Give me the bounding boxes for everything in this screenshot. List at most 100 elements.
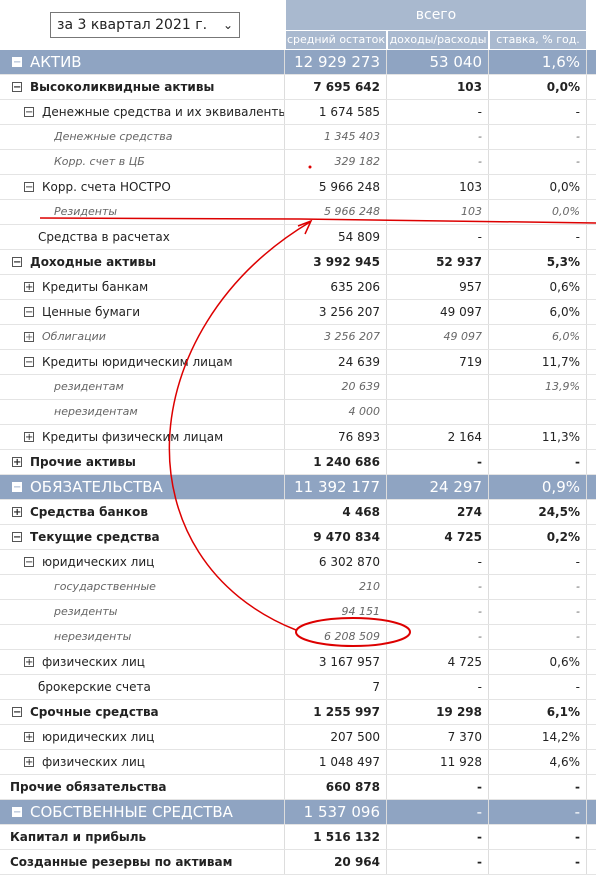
table-row: Капитал и прибыль 1 516 132- - bbox=[0, 825, 596, 850]
cell: 1 516 132 bbox=[284, 825, 386, 849]
cell: - bbox=[488, 675, 586, 699]
cell: 103 bbox=[386, 75, 488, 99]
cell: - bbox=[488, 150, 586, 174]
table-row: − ОБЯЗАТЕЛЬСТВА 11 392 177 24 297 0,9% bbox=[0, 475, 596, 500]
cell: 1 345 403 bbox=[284, 125, 386, 149]
expand-toggle[interactable]: + bbox=[24, 432, 34, 442]
expand-toggle[interactable]: − bbox=[12, 57, 22, 67]
cell: - bbox=[386, 575, 488, 599]
cell: 660 878 bbox=[284, 775, 386, 799]
cell: 7 bbox=[284, 675, 386, 699]
cell: 1 255 997 bbox=[284, 700, 386, 724]
cell: 20 639 bbox=[284, 375, 386, 399]
underline bbox=[39, 217, 596, 224]
cell: - bbox=[386, 100, 488, 124]
row-label: резидентам bbox=[54, 380, 124, 393]
cell: - bbox=[488, 575, 586, 599]
cell: 4 000 bbox=[284, 400, 386, 424]
row-label: Кредиты физическим лицам bbox=[42, 430, 224, 444]
table-row: резиденты 94 151- - bbox=[0, 600, 596, 625]
row-label: Кредиты банкам bbox=[42, 280, 149, 294]
cell: 49 097 bbox=[386, 325, 488, 349]
table-row: − Срочные средства 1 255 997 19 298 6,1% bbox=[0, 700, 596, 725]
row-label: резиденты bbox=[54, 605, 118, 618]
table-row: нерезиденты 6 208 509- - bbox=[0, 625, 596, 650]
expand-toggle[interactable]: + bbox=[24, 282, 34, 292]
table-row: + Кредиты физическим лицам 76 893 2 164 11,3… bbox=[0, 425, 596, 450]
row-label: Текущие средства bbox=[30, 530, 160, 544]
expand-toggle[interactable]: + bbox=[24, 657, 34, 667]
expand-toggle[interactable]: + bbox=[24, 732, 34, 742]
expand-toggle[interactable]: − bbox=[12, 482, 22, 492]
table-row: − Денежные средства и их эквиваленты 1 674… bbox=[0, 100, 596, 125]
expand-toggle[interactable]: − bbox=[12, 532, 22, 542]
cell: 0,0% bbox=[488, 175, 586, 199]
row-label: юридических лиц bbox=[42, 730, 155, 744]
cell: 49 097 bbox=[386, 300, 488, 324]
table-row: + физических лиц 1 048 497 11 928 4,6% bbox=[0, 750, 596, 775]
cell: 4,6% bbox=[488, 750, 586, 774]
cell: 14,2% bbox=[488, 725, 586, 749]
row-label: государственные bbox=[54, 580, 156, 593]
row-label: Корр. счета НОСТРО bbox=[42, 180, 171, 194]
cell: 54 809 bbox=[284, 225, 386, 249]
expand-toggle[interactable]: − bbox=[24, 182, 34, 192]
cell-extra bbox=[586, 400, 596, 424]
expand-toggle[interactable]: − bbox=[12, 707, 22, 717]
cell: 11 928 bbox=[386, 750, 488, 774]
cell: 24,5% bbox=[488, 500, 586, 524]
expand-toggle[interactable]: + bbox=[24, 757, 34, 767]
cell-extra bbox=[586, 50, 596, 74]
expand-toggle[interactable]: + bbox=[12, 507, 22, 517]
expand-toggle[interactable]: − bbox=[24, 107, 34, 117]
cell-extra bbox=[586, 475, 596, 499]
expand-toggle[interactable]: − bbox=[12, 257, 22, 267]
cell: 0,0% bbox=[488, 200, 586, 224]
cell-extra bbox=[586, 100, 596, 124]
chevron: ⌄ bbox=[222, 18, 233, 32]
cell: 0,0% bbox=[488, 75, 586, 99]
expand-toggle[interactable]: − bbox=[24, 357, 34, 367]
cell: 6,1% bbox=[488, 700, 586, 724]
expand-toggle[interactable]: − bbox=[12, 807, 22, 817]
cell-extra bbox=[586, 450, 596, 474]
cell-extra bbox=[586, 825, 596, 849]
cell: - bbox=[386, 625, 488, 649]
row-label: Прочие обязательства bbox=[10, 780, 167, 794]
cell-extra bbox=[586, 425, 596, 449]
period-select[interactable]: за 3 квартал 2021 г. ⌄ bbox=[50, 12, 240, 38]
table-row: − Доходные активы 3 992 945 52 937 5,3% bbox=[0, 250, 596, 275]
cell-extra bbox=[586, 325, 596, 349]
cell: 94 151 bbox=[284, 600, 386, 624]
cell: - bbox=[488, 775, 586, 799]
cell: 0,6% bbox=[488, 275, 586, 299]
cell-extra bbox=[586, 225, 596, 249]
table-row: − АКТИВ 12 929 273 53 040 1,6% bbox=[0, 50, 596, 75]
expand-toggle[interactable]: − bbox=[24, 307, 34, 317]
arrow-head bbox=[297, 219, 313, 235]
cell-extra bbox=[586, 775, 596, 799]
cell: 6,0% bbox=[488, 325, 586, 349]
expand-toggle[interactable]: + bbox=[24, 332, 34, 342]
cell: 5 966 248 bbox=[284, 175, 386, 199]
cell: 9 470 834 bbox=[284, 525, 386, 549]
cell: - bbox=[386, 775, 488, 799]
cell: 0,2% bbox=[488, 525, 586, 549]
cell-extra bbox=[586, 300, 596, 324]
cell-extra bbox=[586, 75, 596, 99]
expand-toggle[interactable]: − bbox=[12, 82, 22, 92]
row-label: Высоколиквидные активы bbox=[30, 80, 215, 94]
row-label: Облигации bbox=[42, 330, 106, 343]
row-label: Созданные резервы по активам bbox=[10, 855, 233, 869]
cell: 12 929 273 bbox=[284, 50, 386, 74]
table-row: − СОБСТВЕННЫЕ СРЕДСТВА 1 537 096- - bbox=[0, 800, 596, 825]
highlight-ellipse bbox=[295, 617, 411, 647]
cell: 1 240 686 bbox=[284, 450, 386, 474]
cell: - bbox=[488, 550, 586, 574]
row-label: физических лиц bbox=[42, 655, 145, 669]
expand-toggle[interactable]: − bbox=[24, 557, 34, 567]
expand-toggle[interactable]: + bbox=[12, 457, 22, 467]
cell: 6,0% bbox=[488, 300, 586, 324]
cell: - bbox=[386, 125, 488, 149]
cell: - bbox=[386, 150, 488, 174]
